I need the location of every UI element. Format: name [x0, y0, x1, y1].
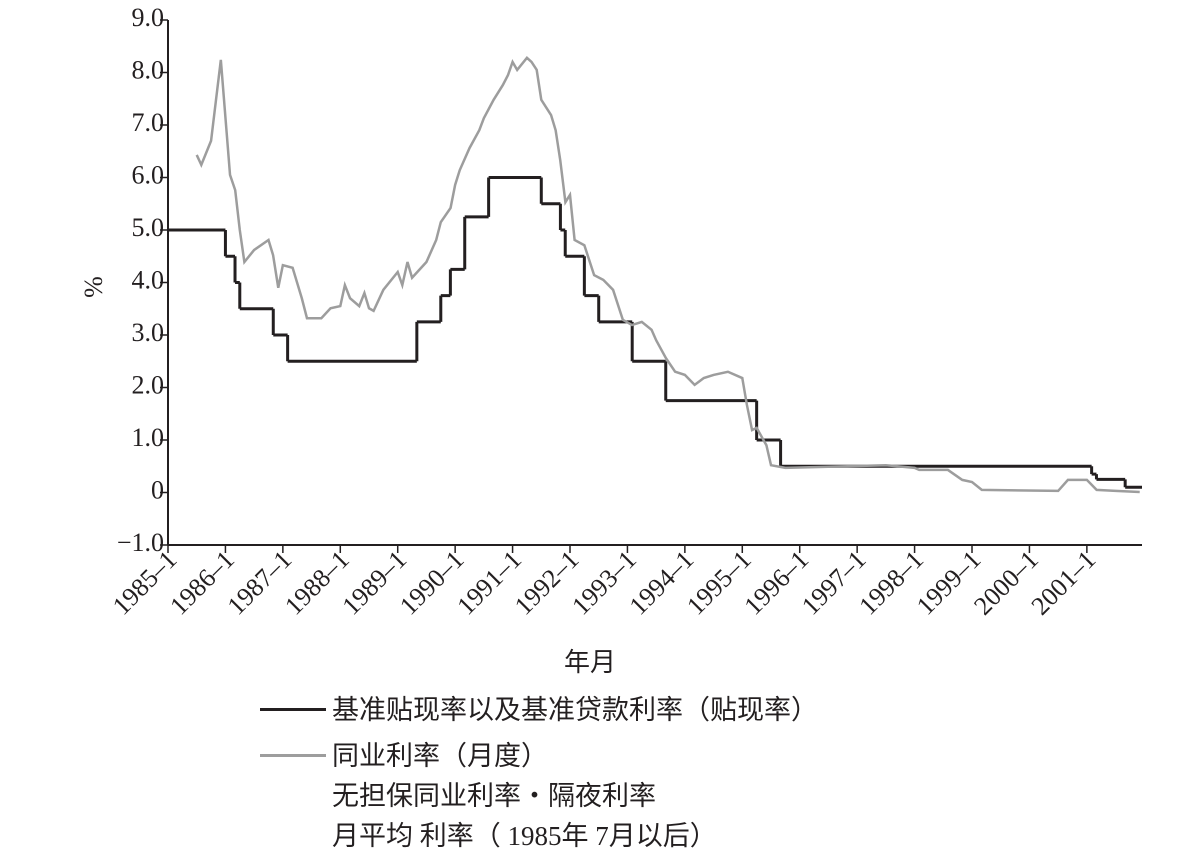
x-tick-label: 1988–1 [279, 545, 355, 621]
y-tick-label: 2.0 [132, 370, 165, 399]
legend-label: 基准贴现率以及基准贷款利率（贴现率） [332, 695, 818, 725]
x-tick-label: 1992–1 [509, 545, 585, 621]
x-tick-label: 1987–1 [222, 545, 298, 621]
legend-item: 同业利率（月度） 无担保同业利率・隔夜利率 月平均 利率（ 1985年 7月以后… [260, 736, 818, 856]
legend-item: 基准贴现率以及基准贷款利率（贴现率） [260, 690, 818, 730]
x-tick-label: 1995–1 [681, 545, 757, 621]
y-tick-label: 6.0 [132, 160, 165, 189]
y-tick-label: 4.0 [132, 265, 165, 294]
x-tick-label: 1991–1 [451, 545, 527, 621]
x-tick-label: 1998–1 [853, 545, 929, 621]
legend-swatch [260, 754, 326, 757]
y-tick-label: 0 [151, 475, 164, 504]
x-tick-label: 1990–1 [394, 545, 470, 621]
x-tick-label: 1989–1 [337, 545, 413, 621]
y-tick-label: 9.0 [132, 3, 165, 32]
y-tick-label: 8.0 [132, 55, 165, 84]
y-tick-label: 1.0 [132, 423, 165, 452]
series-line [195, 55, 1140, 494]
y-tick-label: −1.0 [117, 528, 164, 557]
legend-swatch [260, 708, 326, 711]
x-axis-label: 年月 [564, 648, 616, 677]
chart: % 年月 9.08.07.06.05.04.03.02.01.00−1.0198… [79, 3, 1142, 677]
y-tick-label: 5.0 [132, 213, 165, 242]
y-tick-label: 3.0 [132, 318, 165, 347]
legend-label: 同业利率（月度） 无担保同业利率・隔夜利率 月平均 利率（ 1985年 7月以后… [332, 741, 717, 851]
x-tick-label: 1986–1 [164, 545, 240, 621]
x-tick-label: 1997–1 [796, 545, 872, 621]
legend: 基准贴现率以及基准贷款利率（贴现率） 同业利率（月度） 无担保同业利率・隔夜利率 … [260, 690, 818, 862]
x-tick-label: 1999–1 [911, 545, 987, 621]
x-tick-label: 1994–1 [624, 545, 700, 621]
x-tick-label: 2000–1 [968, 545, 1044, 621]
y-axis-label: % [79, 276, 108, 298]
x-tick-label: 1996–1 [739, 545, 815, 621]
y-tick-label: 7.0 [132, 108, 165, 137]
x-tick-label: 1993–1 [566, 545, 642, 621]
x-tick-label: 2001–1 [1026, 545, 1102, 621]
